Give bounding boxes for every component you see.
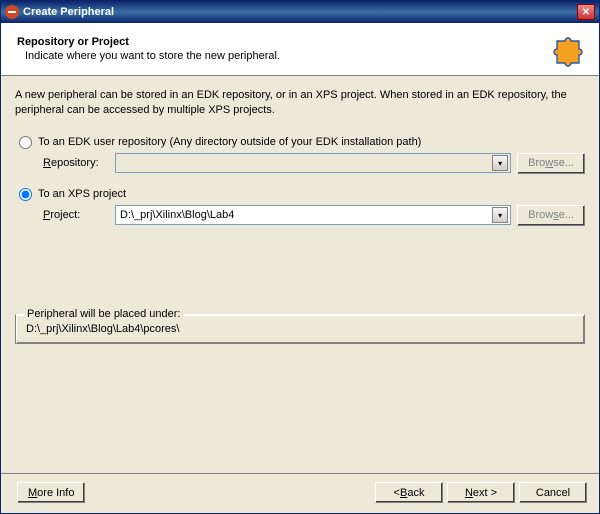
intro-text: A new peripheral can be stored in an EDK…	[15, 88, 585, 118]
header-text: Repository or Project Indicate where you…	[17, 36, 551, 62]
back-button[interactable]: < Back	[375, 482, 443, 503]
titlebar: Create Peripheral ✕	[1, 1, 599, 23]
option-xps-row[interactable]: To an XPS project	[19, 188, 585, 201]
project-subrow: Project: D:\_prj\Xilinx\Blog\Lab4 ▾ Brow…	[43, 205, 585, 226]
placement-groupbox: Peripheral will be placed under: D:\_prj…	[15, 314, 585, 344]
chevron-down-icon: ▾	[492, 155, 508, 171]
next-button[interactable]: Next >	[447, 482, 515, 503]
project-value: D:\_prj\Xilinx\Blog\Lab4	[120, 209, 234, 221]
chevron-down-icon[interactable]: ▾	[492, 207, 508, 223]
header-title: Repository or Project	[17, 36, 551, 48]
browse-project-button: Browse...	[517, 205, 585, 226]
more-info-button[interactable]: More Info	[17, 482, 85, 503]
placement-legend: Peripheral will be placed under:	[24, 308, 183, 320]
browse-repository-button: Browse...	[517, 153, 585, 174]
cancel-button[interactable]: Cancel	[519, 482, 587, 503]
radio-edk[interactable]	[19, 136, 32, 149]
project-label: Project:	[43, 209, 115, 221]
puzzle-piece-icon	[551, 31, 587, 67]
header-subtitle: Indicate where you want to store the new…	[17, 50, 551, 62]
window-title: Create Peripheral	[23, 6, 114, 18]
wizard-footer: More Info < Back Next > Cancel	[1, 473, 599, 513]
repository-field: ▾	[115, 153, 511, 173]
placement-path: D:\_prj\Xilinx\Blog\Lab4\pcores\	[26, 323, 574, 335]
close-icon[interactable]: ✕	[577, 4, 595, 20]
wizard-header: Repository or Project Indicate where you…	[1, 23, 599, 76]
radio-xps[interactable]	[19, 188, 32, 201]
repository-subrow: Repository: ▾ Browse...	[43, 153, 585, 174]
repository-label: Repository:	[43, 157, 115, 169]
content-area: A new peripheral can be stored in an EDK…	[1, 76, 599, 473]
app-icon	[5, 5, 19, 19]
dialog-window: Create Peripheral ✕ Repository or Projec…	[0, 0, 600, 514]
project-field[interactable]: D:\_prj\Xilinx\Blog\Lab4 ▾	[115, 205, 511, 225]
radio-edk-label: To an EDK user repository (Any directory…	[38, 136, 421, 148]
titlebar-buttons: ✕	[577, 4, 595, 20]
option-edk-row[interactable]: To an EDK user repository (Any directory…	[19, 136, 585, 149]
radio-xps-label: To an XPS project	[38, 188, 126, 200]
